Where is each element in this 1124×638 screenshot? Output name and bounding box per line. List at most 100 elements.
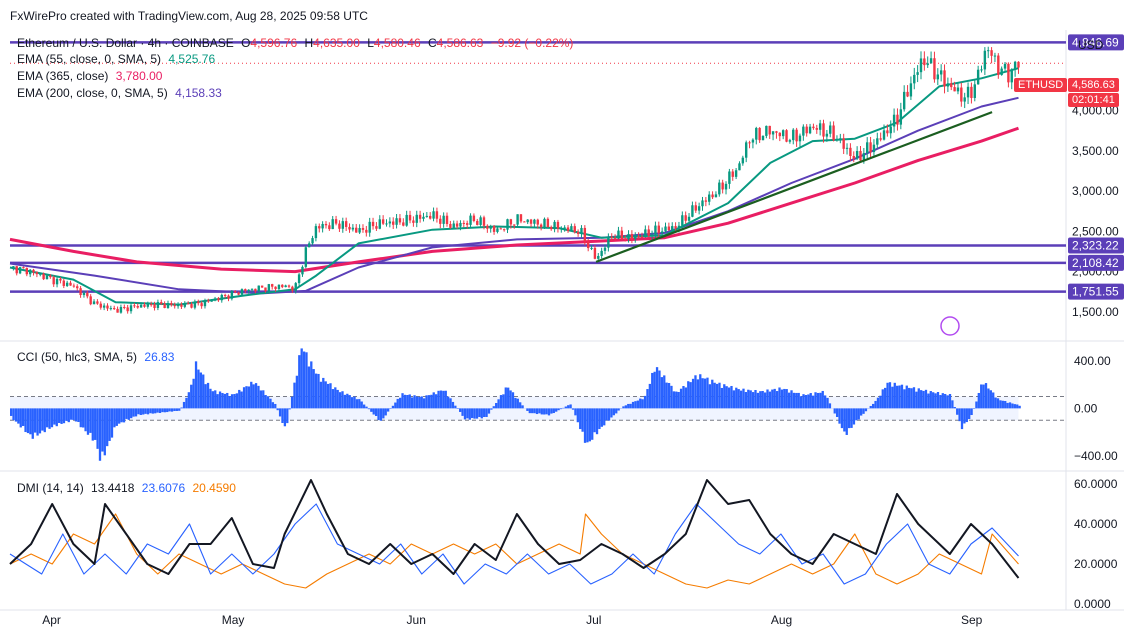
candle-body [264,287,267,292]
dmi-legend[interactable]: DMI (14, 14) 13.4418 23.6076 20.4590 [17,481,240,495]
cci-bar [130,408,133,419]
price-tick-label: 3,500.00 [1072,144,1119,158]
candle-body [499,228,502,230]
cci-legend[interactable]: CCI (50, hlc3, SMA, 5) 26.83 [17,350,178,364]
cci-bar [269,398,272,409]
candle-body [116,308,119,313]
cci-bar [944,393,947,409]
cci-bar [185,397,188,409]
cci-bar [288,408,291,410]
symbol-legend[interactable]: Ethereum / U.S. Dollar · 4h · COINBASE O… [17,36,577,50]
time-axis-label: Apr [42,613,61,627]
candle-body [708,194,711,202]
cci-bar [14,408,18,422]
cci-bar [651,372,654,409]
candle-body [412,220,415,223]
candle-body [879,138,882,140]
candle-body [674,226,677,229]
cci-bar [134,408,138,417]
candle-body [845,147,849,149]
currency-label[interactable]: USD [1078,38,1104,52]
cci-bar [612,408,615,416]
candle-body [926,63,929,66]
candle-body [976,69,980,85]
candle-body [355,227,358,233]
candle-body [946,83,950,87]
candle-body [307,243,311,248]
cci-bar [82,408,85,428]
candle-body [755,127,758,140]
price-tick-label: 4,000.00 [1072,104,1119,118]
cci-bar [34,408,37,433]
cci-bar [329,383,332,409]
candle-body [378,219,381,229]
candle-body [644,229,647,237]
candle-body [341,221,344,229]
cci-bar [857,408,860,420]
cci-bar [502,394,505,409]
cci-bar [809,393,812,409]
symbol-name[interactable]: Ethereum / U.S. Dollar · 4h · COINBASE [17,36,234,50]
cci-bar [872,403,875,409]
candle-body [459,222,462,227]
cci-bar [641,399,644,409]
cci-bar [485,408,488,417]
candle-body [556,221,560,229]
cci-bar [396,398,399,409]
cci-bar [936,392,940,409]
candle-body [563,227,566,229]
cci-bar [410,397,414,409]
candle-body [862,153,866,161]
open-value: 4,596.76 [250,36,298,50]
cci-bar [814,392,817,409]
cci-bar [920,390,923,409]
candle-body [889,126,892,134]
candle-body [600,250,603,256]
cci-bar [495,402,498,409]
cci-bar [415,396,419,409]
candle-body [637,236,640,238]
candle-body [597,255,600,259]
cci-bar [110,408,114,438]
cci-bar [617,408,620,411]
candle-body [12,266,15,268]
candle-body [997,55,1000,75]
cci-bar [759,391,762,409]
cci-bar [567,405,570,409]
cci-bar [552,408,555,414]
cci-bar [1001,400,1004,409]
candle-body [896,114,899,125]
indicator-ema200[interactable]: EMA (200, close, 0, SMA, 5) 4,158.33 [17,86,226,100]
price-badge: 4,586.63 [1068,78,1119,92]
candle-body [291,286,294,291]
cci-bar [290,396,294,409]
dmi-title: DMI (14, 14) [17,481,84,495]
cci-bar [761,390,764,409]
cci-bar [807,394,810,409]
candle-body [849,147,852,157]
cci-bar [319,381,323,409]
indicator-ema55[interactable]: EMA (55, close, 0, SMA, 5) 4,525.76 [17,52,219,66]
candle-body [960,87,963,102]
level-badge [1068,254,1124,271]
cci-bar [262,390,265,409]
cci-bar [242,387,246,409]
candle-body [186,303,190,305]
candle-body [704,200,708,202]
cci-bar [238,389,241,409]
candle-body [173,304,176,307]
cci-bar [202,374,205,409]
cci-bar [266,396,270,409]
candle-body [358,228,361,233]
candle-body [210,300,213,302]
cci-bar [595,408,599,435]
candle-body [207,300,210,302]
cci-bar [46,408,49,428]
candle-body [49,275,52,278]
cci-bar [543,408,546,415]
indicator-ema365[interactable]: EMA (365, close) 3,780.00 [17,69,166,83]
candle-body [149,304,153,306]
cci-bar [586,408,589,443]
cci-bar [252,384,255,409]
